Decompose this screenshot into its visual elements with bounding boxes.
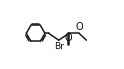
Text: Br: Br bbox=[54, 42, 64, 51]
Text: O: O bbox=[64, 33, 72, 43]
Text: O: O bbox=[75, 22, 83, 32]
